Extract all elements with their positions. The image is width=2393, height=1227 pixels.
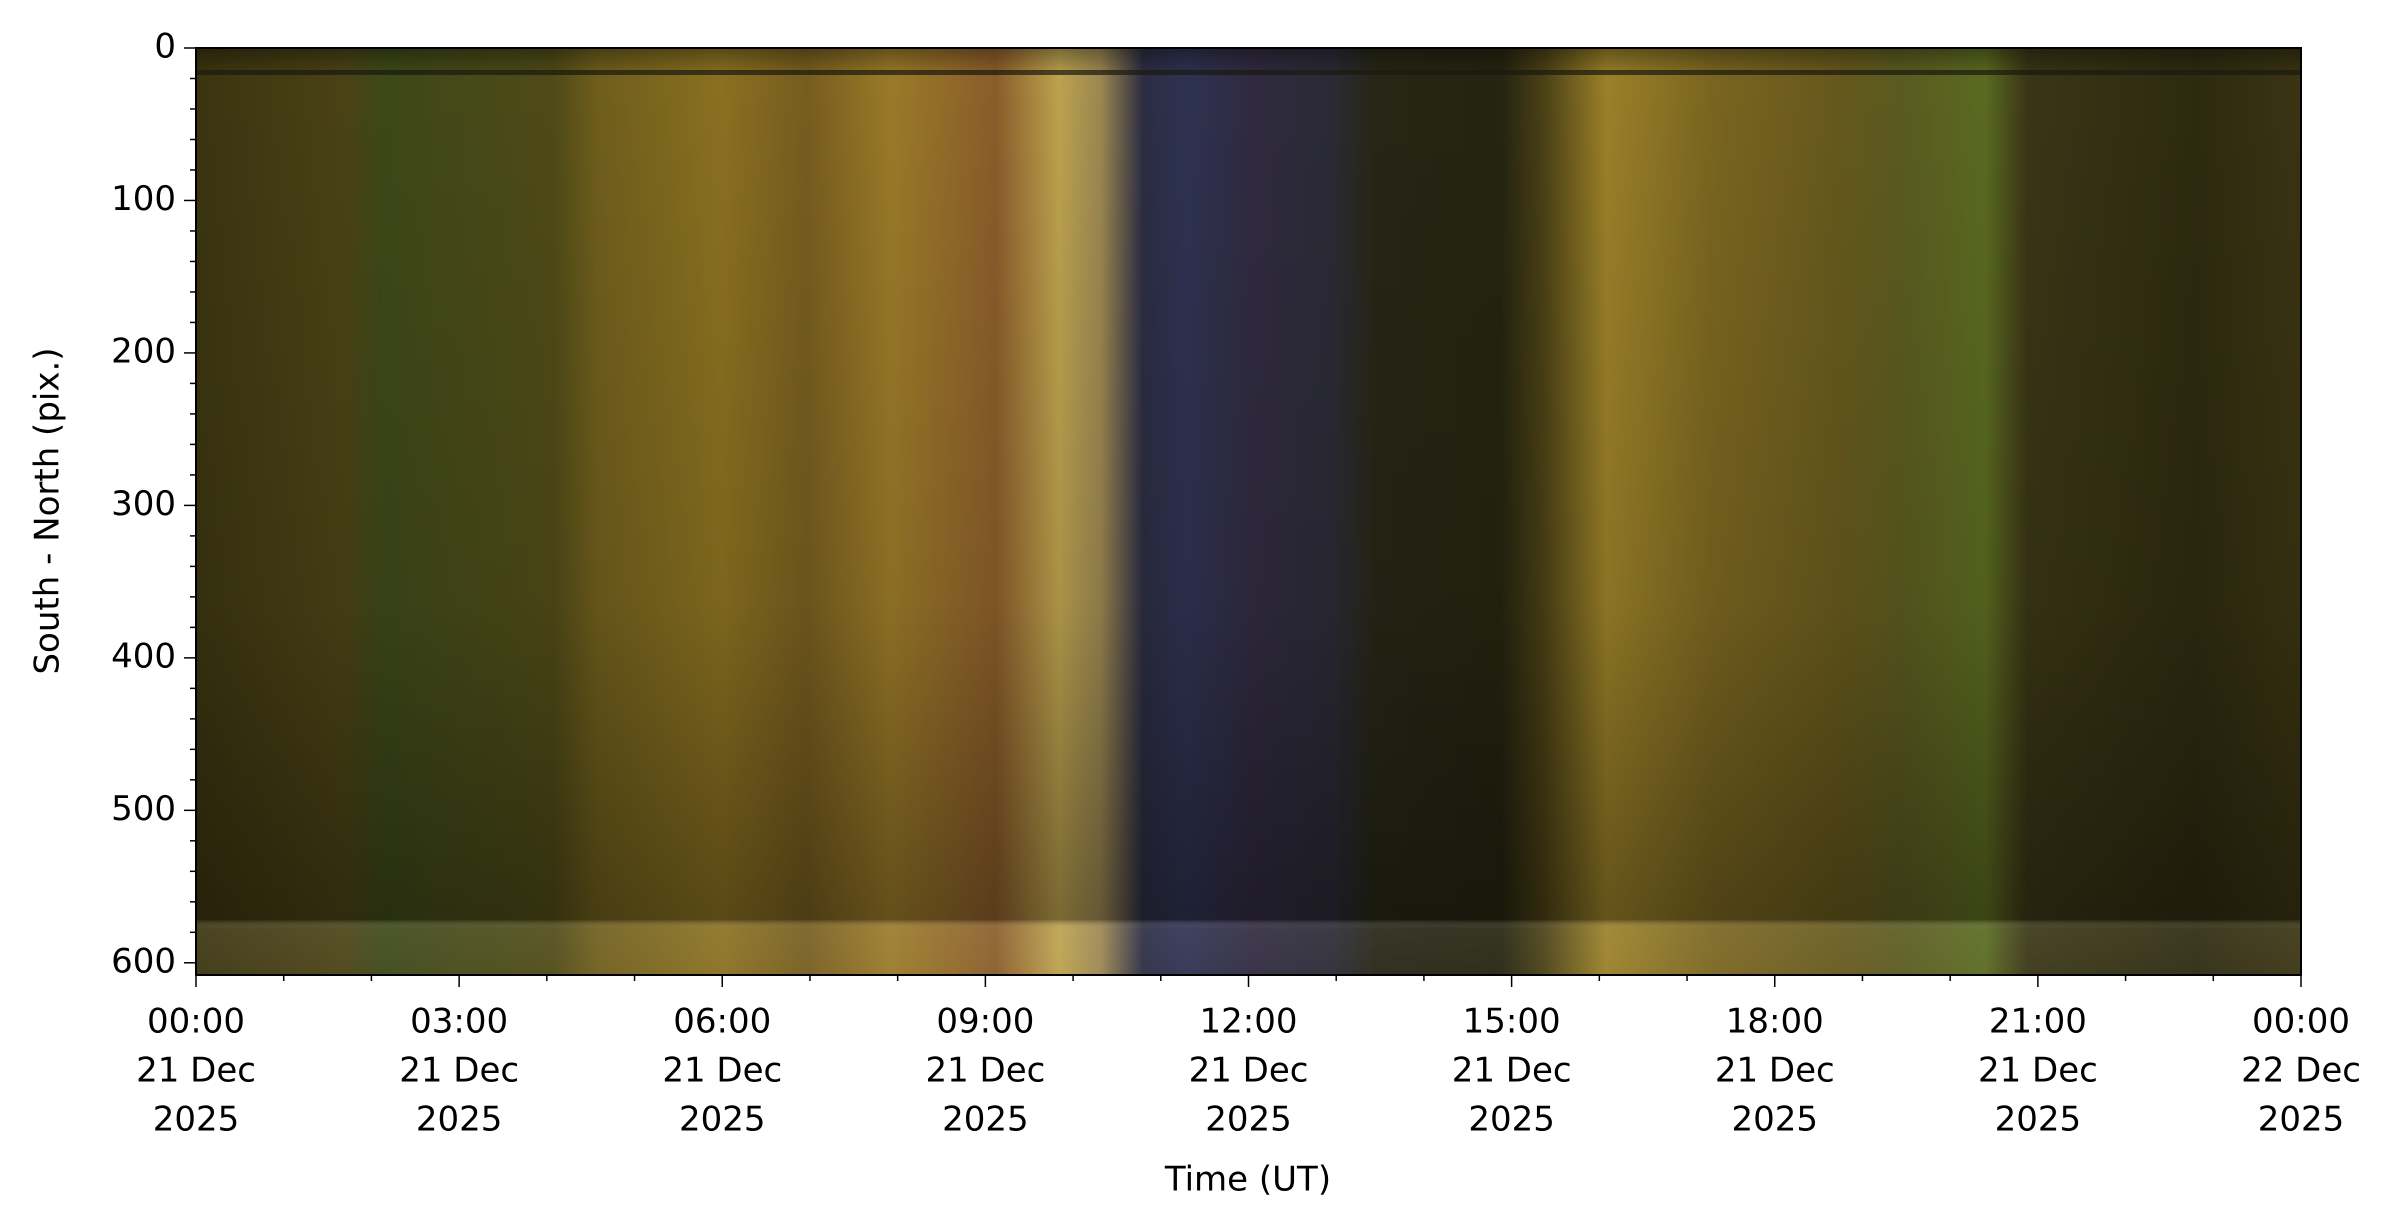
y-tick-label: 100 (111, 179, 176, 219)
x-tick-label: 2025 (416, 1100, 503, 1140)
x-tick-label: 2025 (1468, 1100, 1555, 1140)
plot-area (195, 47, 2302, 976)
y-axis-label: South - North (pix.) (28, 347, 68, 674)
y-tick-label: 400 (111, 636, 176, 676)
y-tick-label: 300 (111, 484, 176, 524)
x-tick-label: 2025 (942, 1100, 1029, 1140)
x-axis-label: Time (UT) (1164, 1160, 1331, 1200)
x-tick-label: 00:00 (2252, 1002, 2350, 1042)
x-tick-label: 18:00 (1726, 1002, 1824, 1042)
y-tick-label: 0 (154, 27, 176, 67)
x-tick-label: 06:00 (673, 1002, 771, 1042)
x-tick-label: 03:00 (410, 1002, 508, 1042)
x-tick-label: 15:00 (1463, 1002, 1561, 1042)
x-tick-label: 12:00 (1200, 1002, 1298, 1042)
x-tick-label: 21 Dec (136, 1051, 256, 1091)
x-tick-label: 21 Dec (1715, 1051, 1835, 1091)
x-tick-label: 2025 (679, 1100, 766, 1140)
x-tick-label: 09:00 (936, 1002, 1034, 1042)
x-tick-label: 21:00 (1989, 1002, 2087, 1042)
x-tick-label: 2025 (2258, 1100, 2345, 1140)
x-tick-label: 2025 (1731, 1100, 1818, 1140)
x-tick-label: 2025 (1205, 1100, 1292, 1140)
x-tick-label: 21 Dec (1978, 1051, 2098, 1091)
keogram-band (196, 70, 2301, 75)
x-tick-label: 2025 (1995, 1100, 2082, 1140)
x-tick-label: 21 Dec (1189, 1051, 1309, 1091)
x-tick-label: 21 Dec (662, 1051, 782, 1091)
x-tick-label: 21 Dec (1452, 1051, 1572, 1091)
x-tick-label: 2025 (153, 1100, 240, 1140)
x-tick-label: 00:00 (147, 1002, 245, 1042)
y-tick-label: 600 (111, 941, 176, 981)
x-tick-label: 21 Dec (925, 1051, 1045, 1091)
x-tick-label: 22 Dec (2241, 1051, 2361, 1091)
x-tick-label: 21 Dec (399, 1051, 519, 1091)
keogram-shading (196, 48, 2301, 975)
y-tick-label: 500 (111, 789, 176, 829)
y-tick-label: 200 (111, 331, 176, 371)
